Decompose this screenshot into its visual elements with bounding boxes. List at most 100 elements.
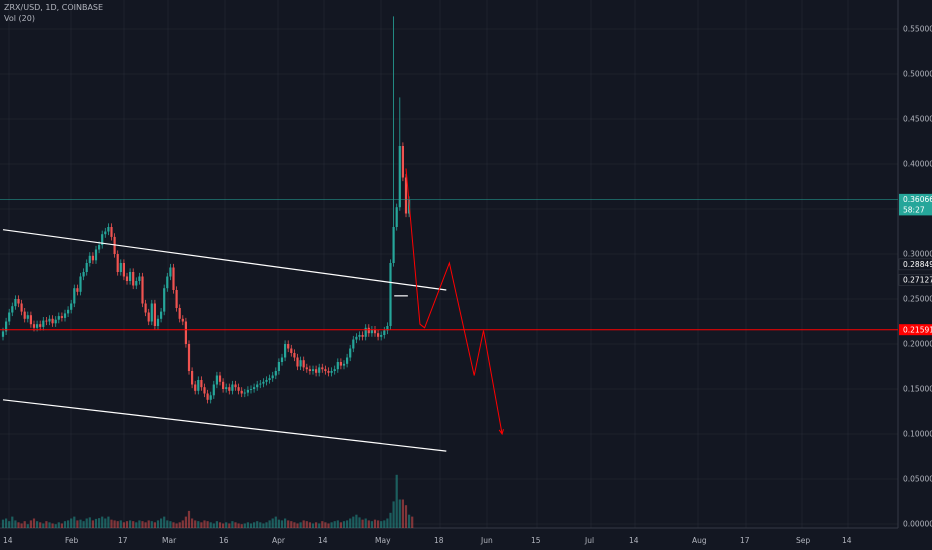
volume-bar xyxy=(259,522,262,528)
volume-bar xyxy=(67,520,70,528)
candle xyxy=(79,272,82,296)
y-tick-label: 0.550000 xyxy=(903,25,932,34)
volume-bar xyxy=(104,518,107,528)
volume-bar xyxy=(308,522,311,528)
projection-path[interactable] xyxy=(405,168,503,435)
candle xyxy=(175,286,178,312)
volume-bar xyxy=(411,516,414,528)
volume-bar xyxy=(14,520,17,528)
chart-symbol-label: ZRX/USD, 1D, COINBASE xyxy=(4,3,104,12)
x-tick-label: Aug xyxy=(692,536,707,545)
volume-bar xyxy=(215,521,218,528)
candle xyxy=(116,250,119,276)
volume-bar xyxy=(253,522,256,528)
volume-indicator-label: Vol (20) xyxy=(4,14,35,23)
candle xyxy=(153,299,156,330)
trend-line[interactable] xyxy=(2,229,447,291)
x-tick-label: 15 xyxy=(531,536,541,545)
svg-text:0.215917: 0.215917 xyxy=(903,325,932,334)
volume-bar xyxy=(29,520,32,528)
candle xyxy=(302,356,305,371)
price-tag: 0.288498 xyxy=(898,258,932,271)
volume-bar xyxy=(249,523,253,528)
candle xyxy=(349,344,352,362)
volume-bar xyxy=(234,522,237,528)
x-tick-label: 14 xyxy=(318,536,328,545)
candle xyxy=(141,272,144,308)
volume-bar xyxy=(212,523,215,528)
candle xyxy=(327,367,330,377)
volume-bar xyxy=(141,521,144,528)
candle xyxy=(107,223,110,236)
candle xyxy=(225,383,228,393)
volume-bar xyxy=(98,518,101,528)
volume-bar xyxy=(79,519,82,528)
candle xyxy=(48,315,51,326)
candle xyxy=(383,326,386,339)
x-tick-label: 16 xyxy=(219,536,229,545)
volume-bar xyxy=(311,523,315,528)
candle xyxy=(342,360,346,370)
volume-bar xyxy=(116,521,119,528)
candle xyxy=(20,299,23,316)
candle xyxy=(287,340,290,353)
candle xyxy=(389,259,392,330)
candle xyxy=(231,380,234,395)
volume-bar xyxy=(63,521,67,528)
candle xyxy=(305,363,308,373)
volume-bar xyxy=(290,521,293,528)
candle xyxy=(8,308,11,326)
candle xyxy=(253,383,256,393)
candle xyxy=(280,353,284,366)
candle xyxy=(160,308,163,323)
volume-bar xyxy=(265,522,268,528)
volume-bar xyxy=(305,521,308,528)
candle xyxy=(82,268,85,281)
candle xyxy=(169,263,172,281)
candle xyxy=(339,358,342,370)
x-tick-label: 17 xyxy=(740,536,750,545)
candle xyxy=(135,277,138,290)
volume-bar xyxy=(377,520,380,528)
candle xyxy=(367,324,370,337)
candle xyxy=(70,299,73,314)
candle xyxy=(91,252,94,264)
volume-bar xyxy=(60,523,63,528)
volume-bar xyxy=(184,516,187,528)
candle xyxy=(404,173,408,218)
x-tick-label: 18 xyxy=(434,536,444,545)
price-tag: 0.215917 xyxy=(899,324,932,336)
candle xyxy=(94,245,98,264)
candle xyxy=(364,324,367,341)
volume-bar xyxy=(218,522,222,528)
candle xyxy=(234,380,237,391)
candle xyxy=(324,365,327,375)
x-tick-label: Mar xyxy=(162,536,177,545)
candle xyxy=(163,284,166,316)
volume-bar xyxy=(1,519,5,528)
volume-bar xyxy=(110,519,113,528)
candle xyxy=(156,315,160,330)
candle xyxy=(398,97,401,211)
candle xyxy=(380,331,383,341)
candle xyxy=(101,230,104,249)
volume-bar xyxy=(160,518,163,528)
candle xyxy=(308,365,311,375)
candle xyxy=(386,322,389,335)
volume-bar xyxy=(206,521,209,528)
volume-bar xyxy=(228,523,231,528)
candle xyxy=(218,371,222,386)
trend-line[interactable] xyxy=(2,399,447,452)
volume-bar xyxy=(57,522,60,528)
volume-bar xyxy=(107,516,110,528)
candle xyxy=(166,272,169,292)
volume-bar xyxy=(246,522,249,528)
volume-bar xyxy=(349,518,352,528)
volume-bar xyxy=(352,516,355,528)
volume-bar xyxy=(401,499,404,528)
